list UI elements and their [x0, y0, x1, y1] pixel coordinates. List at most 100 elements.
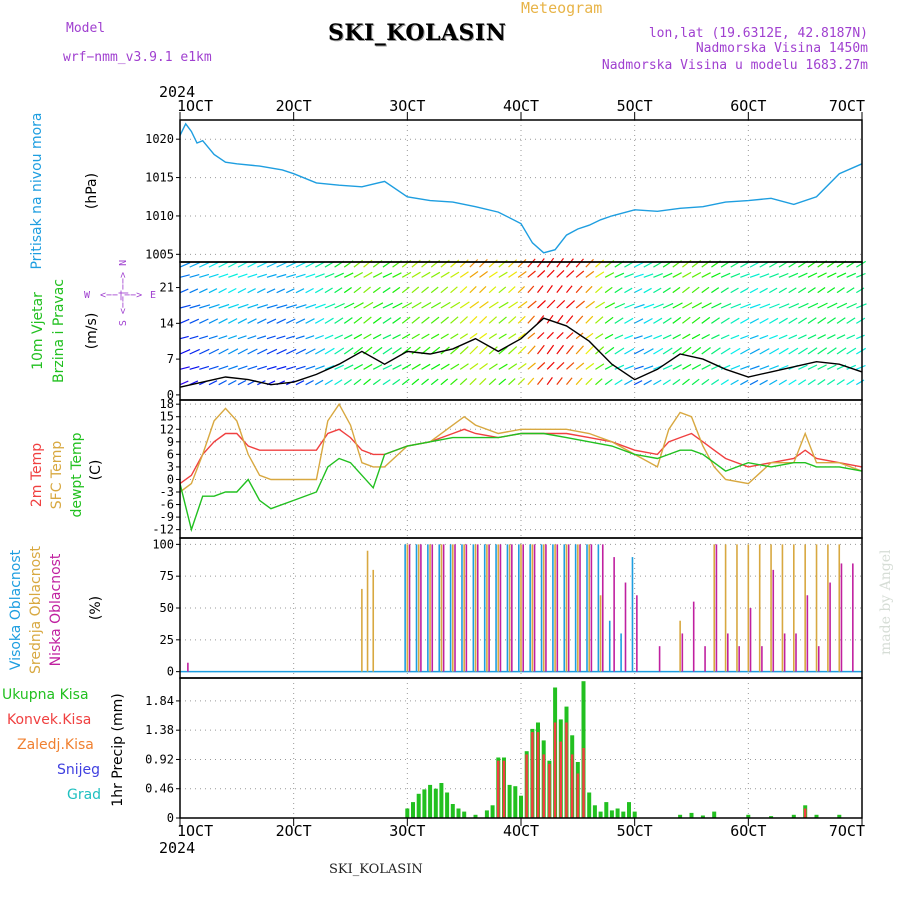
wind-barb: [488, 271, 498, 278]
wind-barb: [430, 363, 441, 370]
pressure-panel: 1005 1010 1015 1020: [145, 120, 863, 262]
wind-barb: [334, 379, 343, 386]
precip-legend-1: Konvek.Kisa: [7, 712, 91, 728]
precip-bar-1: [570, 754, 574, 818]
wind-barb: [856, 260, 867, 268]
wind-barb: [730, 347, 741, 355]
wind-barb: [189, 262, 200, 268]
wind-barb: [788, 334, 798, 340]
wind-barb: [459, 271, 469, 278]
wind-barb: [730, 317, 740, 324]
wind-barb: [440, 286, 449, 294]
wind-barb: [257, 348, 268, 355]
wind-barb: [411, 363, 421, 370]
wind-barb: [575, 285, 583, 294]
wind-barb: [440, 333, 449, 340]
wind-barb: [286, 261, 297, 268]
wind-barb: [237, 348, 248, 355]
precip-legend-2: Zaledj.Kisa: [17, 737, 94, 753]
clouds-ytick-label: 100: [152, 537, 174, 551]
precip-bar-0: [746, 814, 751, 818]
wind-barb: [595, 333, 604, 340]
wind-barb: [498, 378, 507, 386]
wind-barb: [691, 316, 701, 324]
wind-barb: [218, 318, 228, 324]
pressure-ytick-label: 1010: [145, 209, 174, 223]
wind-barb: [537, 258, 545, 268]
wind-barb: [817, 379, 826, 386]
station-title: SKI_KOLASIN: [328, 20, 507, 46]
wind-ytick-label: 21: [160, 281, 174, 295]
wind-barb: [179, 304, 191, 309]
wind-barb: [218, 335, 228, 340]
wind-barb: [643, 287, 652, 294]
precip-bar-0: [473, 814, 478, 818]
wind-barb: [701, 333, 710, 340]
wind-barb: [382, 347, 393, 355]
time-tick-label-top: 6OCT: [730, 97, 766, 115]
wind-barb: [488, 316, 497, 324]
wind-barb: [643, 273, 654, 278]
wind-barb: [585, 270, 595, 278]
wind-barb: [807, 379, 816, 386]
wind-barb: [324, 347, 335, 355]
wind-barb: [749, 348, 760, 355]
wind-barb: [228, 318, 238, 324]
wind-barb: [769, 287, 778, 294]
time-tick-label-bottom: 6OCT: [730, 822, 766, 840]
wind-barb: [653, 287, 662, 294]
wind-barb: [498, 259, 508, 268]
wind-axis-label-1: 10m Vjetar: [30, 292, 46, 370]
wind-barb: [682, 271, 692, 278]
wind-barb: [305, 287, 314, 294]
wind-barb: [218, 273, 229, 278]
wind-barb: [691, 378, 700, 386]
wind-barb: [334, 272, 344, 278]
wind-barb: [769, 273, 779, 278]
wind-barb: [633, 261, 645, 268]
wind-barb: [682, 333, 691, 340]
wind-barb: [372, 286, 381, 294]
wind-barb: [633, 288, 643, 294]
cloud-unit: (%): [88, 596, 104, 620]
wind-barb: [247, 365, 258, 370]
precip-ytick-label: 0.46: [145, 782, 174, 796]
wind-barb: [807, 317, 817, 324]
wind-barb: [517, 258, 527, 268]
wind-barb: [459, 363, 469, 370]
wind-barb: [353, 286, 362, 294]
precip-bar-0: [416, 793, 421, 818]
precip-bar-0: [428, 784, 433, 818]
temperature-ytick-label: 0: [167, 472, 174, 486]
wind-barb: [614, 379, 623, 386]
wind-barb: [585, 258, 594, 268]
wind-barb: [653, 317, 663, 324]
wind-barb: [691, 302, 702, 309]
wind-panel: 0 7 14 21: [160, 257, 867, 402]
wind-barb: [199, 304, 211, 309]
wind-barb: [711, 302, 722, 309]
time-tick-label-bottom: 4OCT: [503, 822, 539, 840]
wind-barb: [701, 316, 711, 324]
precip-bar-0: [621, 811, 626, 818]
wind-barb: [498, 363, 508, 370]
wind-barb: [189, 335, 199, 340]
wind-barb: [527, 332, 536, 340]
wind-barb: [604, 272, 615, 278]
wind-barb: [276, 318, 286, 324]
model-label: Model: [66, 21, 106, 36]
wind-barb: [614, 334, 624, 340]
wind-barb: [517, 377, 526, 386]
wind-barb: [276, 365, 287, 370]
wind-barb: [537, 377, 544, 386]
wind-barb: [179, 262, 191, 268]
precip-bar-0: [689, 812, 694, 818]
wind-barb: [682, 346, 692, 355]
wind-barb: [228, 335, 237, 340]
wind-barb: [276, 288, 286, 294]
wind-barb: [556, 361, 565, 370]
wind-barb: [517, 271, 527, 278]
wind-barb: [691, 271, 702, 278]
wind-barb: [759, 317, 769, 324]
wind-barb: [807, 364, 818, 370]
